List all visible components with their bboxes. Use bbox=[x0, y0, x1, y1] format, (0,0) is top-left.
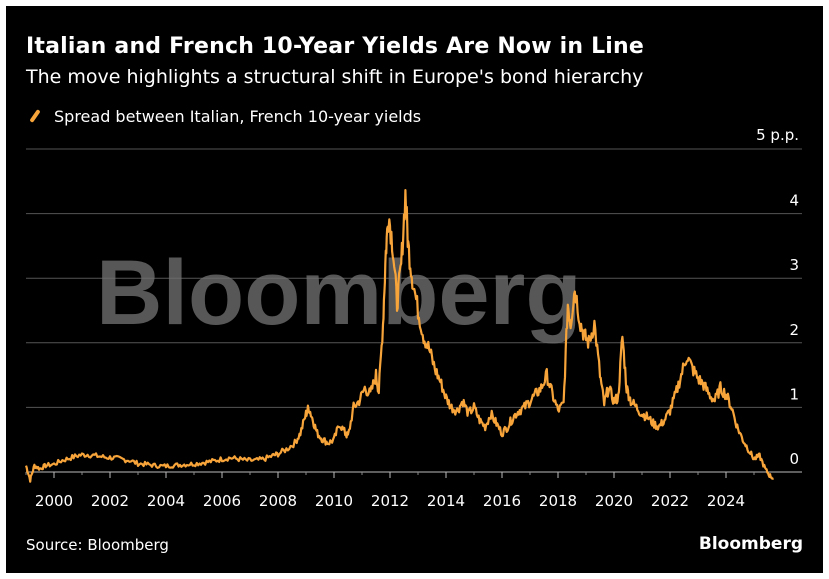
x-tick-label: 2012 bbox=[371, 492, 409, 510]
y-tick-label: 3 bbox=[789, 256, 799, 274]
x-tick-label: 2016 bbox=[483, 492, 521, 510]
chart-title: Italian and French 10-Year Yields Are No… bbox=[26, 34, 645, 59]
legend: Spread between Italian, French 10-year y… bbox=[26, 105, 421, 127]
y-tick-label: 4 bbox=[789, 192, 799, 210]
x-tick-label: 2006 bbox=[203, 492, 241, 510]
series-group bbox=[24, 189, 775, 483]
brand-logo: Bloomberg bbox=[698, 534, 803, 554]
y-axis-ticks: 0 1 2 3 4 5 p.p. bbox=[756, 126, 799, 468]
legend-label: Spread between Italian, French 10-year y… bbox=[54, 106, 422, 126]
x-tick-label: 2014 bbox=[427, 492, 465, 510]
x-tick-label: 2010 bbox=[315, 492, 353, 510]
grid-lines bbox=[26, 148, 802, 473]
x-tick-label: 2024 bbox=[707, 492, 745, 510]
series-line-0 bbox=[24, 189, 775, 483]
y-tick-label: 2 bbox=[789, 321, 799, 339]
x-tick-label: 2002 bbox=[91, 492, 129, 510]
y-unit-label: 5 p.p. bbox=[756, 126, 799, 144]
chart-canvas: Italian and French 10-Year Yields Are No… bbox=[6, 6, 823, 573]
x-tick-label: 2004 bbox=[147, 492, 185, 510]
watermark-text: Bloomberg bbox=[96, 242, 582, 344]
y-tick-label: 0 bbox=[789, 450, 799, 468]
chart-subtitle: The move highlights a structural shift i… bbox=[26, 66, 644, 88]
x-tick-label: 2000 bbox=[35, 492, 73, 510]
source-note: Source: Bloomberg bbox=[26, 536, 169, 554]
x-tick-label: 2022 bbox=[651, 492, 689, 510]
x-tick-label: 2018 bbox=[539, 492, 577, 510]
y-tick-label: 1 bbox=[789, 385, 799, 403]
x-tick-label: 2008 bbox=[259, 492, 297, 510]
x-axis-ticks: 2000 2002 2004 2006 2008 2010 2012 2014 2016 2018… bbox=[25, 472, 755, 510]
x-tick-label: 2020 bbox=[595, 492, 633, 510]
